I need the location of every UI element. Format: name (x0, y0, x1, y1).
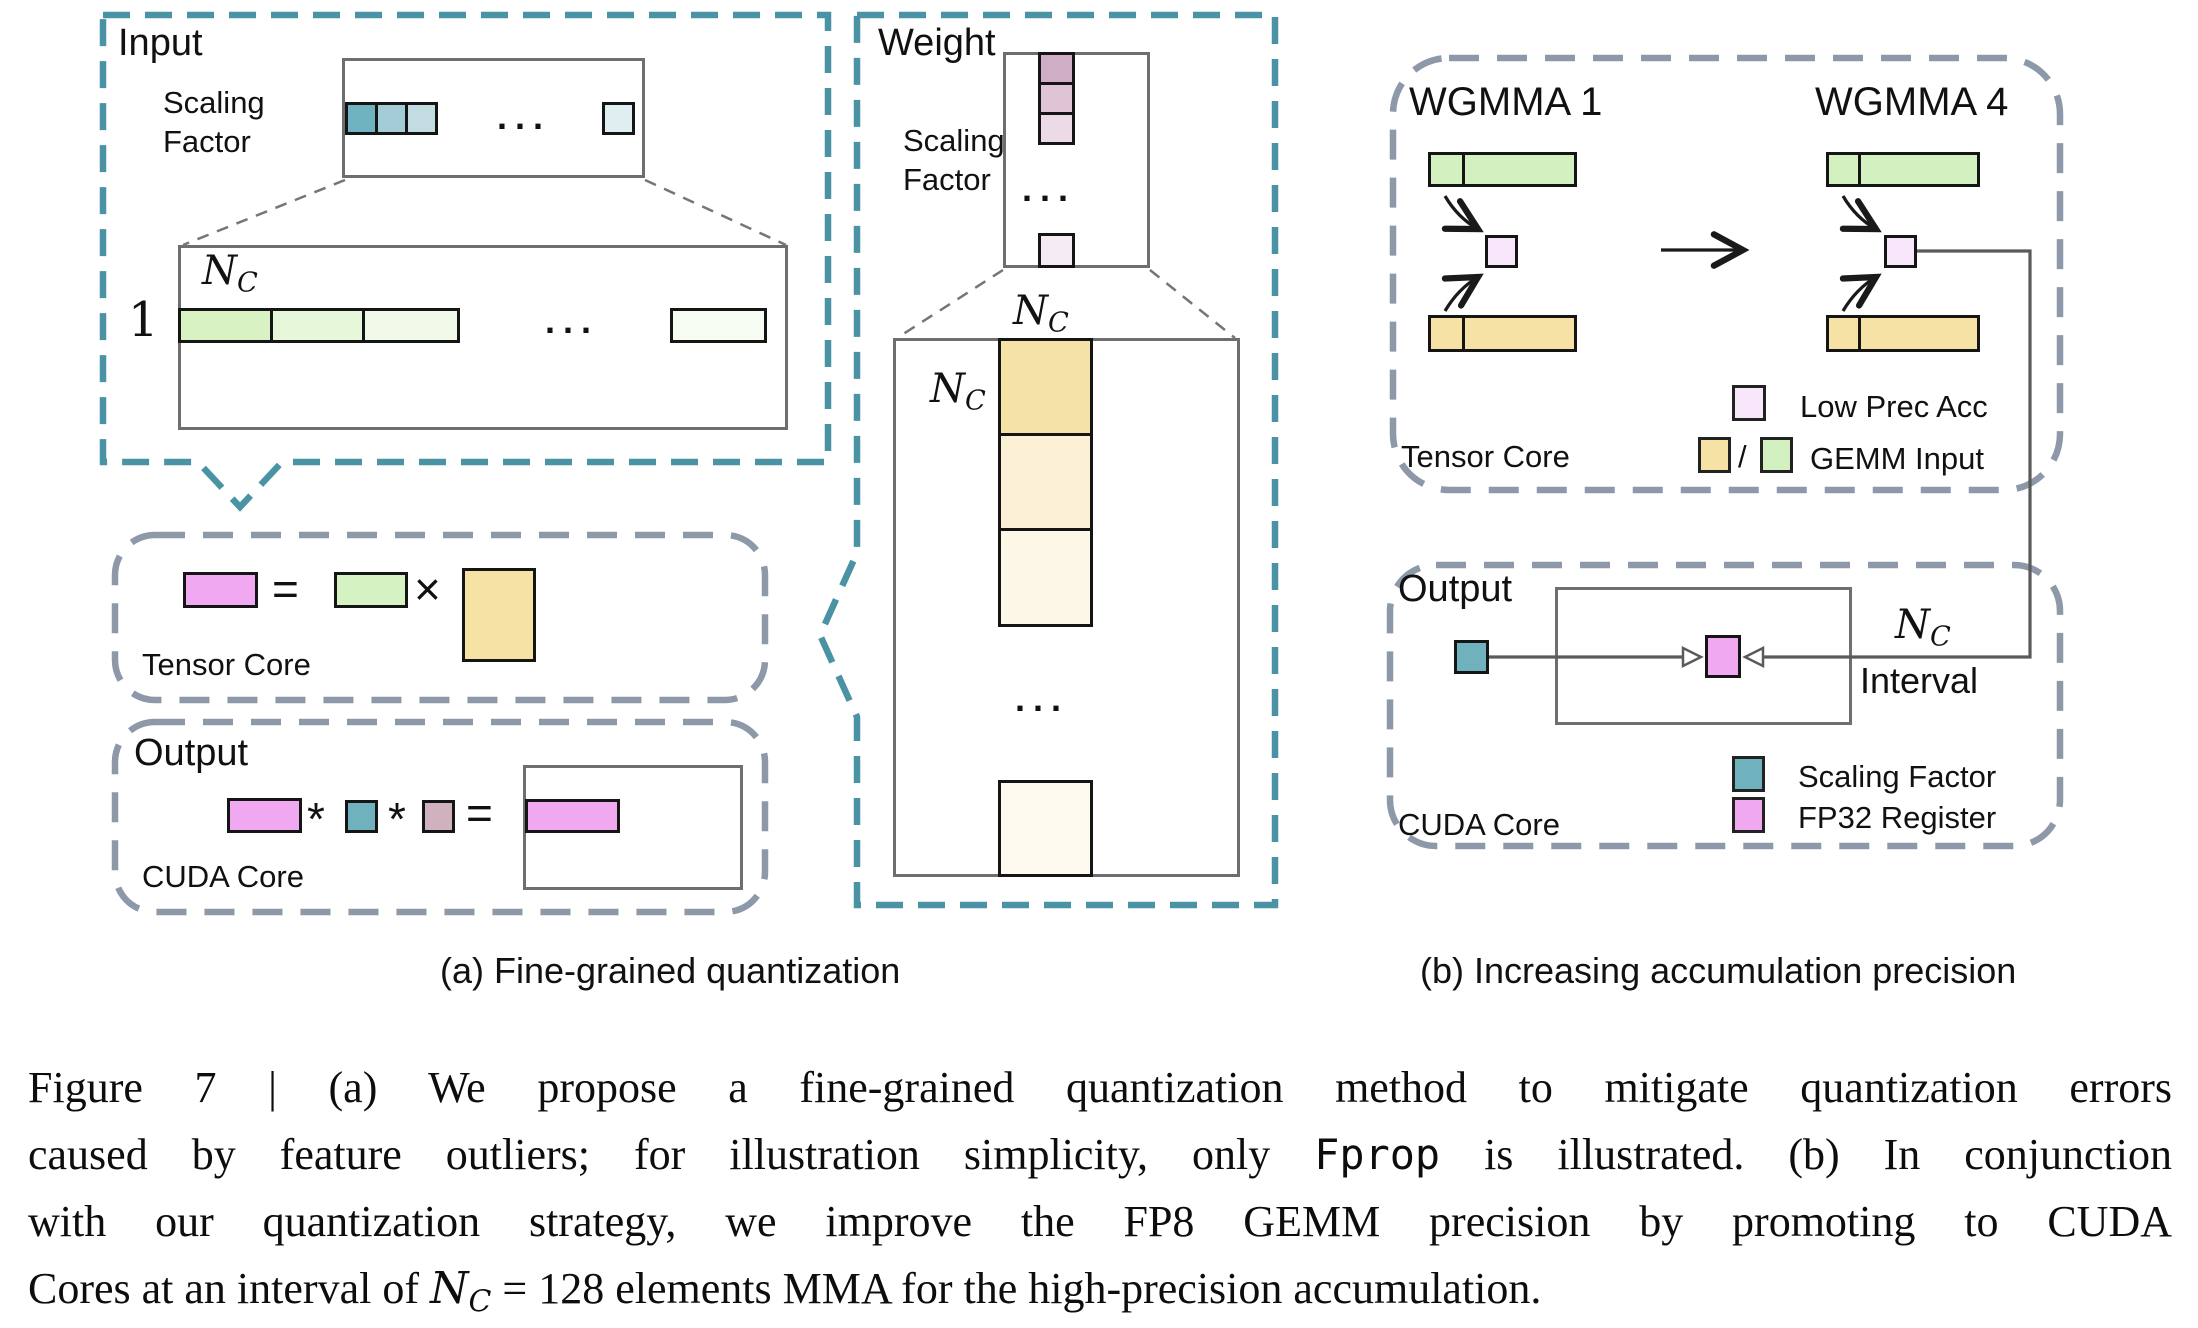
tensor-b-label: Tensor Core (1401, 439, 1570, 474)
wgmma1-title: WGMMA 1 (1409, 80, 1603, 124)
output-a-weight-scale-sq (422, 800, 455, 833)
weight-scaling-factor-label: Scaling Factor (903, 123, 1005, 197)
wgmma4-title: WGMMA 4 (1815, 80, 2009, 124)
output-b-nc-label: NC (1895, 602, 1951, 653)
figure-caption-line-1: Figure 7 | (a) We propose a fine-grained… (28, 1063, 2172, 1112)
input-row-cell-1 (178, 308, 273, 343)
cuda-b-label: CUDA Core (1398, 807, 1560, 842)
legend-fp32-register-swatch (1732, 797, 1765, 833)
weight-sf-cell-2 (1038, 82, 1075, 115)
weight-nc-left-label: NC (930, 366, 986, 417)
tensor-a-equals: = (272, 563, 299, 615)
output-b-matrix (1555, 587, 1852, 725)
subcaption-a: (a) Fine-grained quantization (440, 950, 901, 991)
wgmma4-gemm-input-bottom (1826, 315, 1980, 352)
wgmma1-low-prec-acc-sq (1485, 235, 1518, 268)
input-leader-right (644, 178, 787, 247)
wgmma1-arrow-bottom (1441, 273, 1484, 312)
weight-col-ellipsis: ... (1015, 678, 1070, 719)
legend-fp32-register-label: FP32 Register (1798, 800, 1997, 835)
legend-scaling-factor-swatch (1732, 756, 1765, 792)
weight-sf-ellipsis: ... (1022, 168, 1077, 209)
tensor-a-input-rect (334, 572, 408, 608)
tensor-a-label: Tensor Core (142, 647, 311, 682)
output-a-result-rect (525, 799, 620, 833)
legend-low-prec-acc-swatch (1732, 385, 1766, 421)
weight-col-cell-last (998, 780, 1093, 877)
input-row-ellipsis: ... (545, 300, 600, 341)
figure-caption-line-3: with our quantization strategy, we impro… (28, 1197, 2172, 1246)
input-row-cell-3 (362, 308, 460, 343)
cell-divider (1858, 155, 1861, 184)
weight-sf-cell-last (1038, 233, 1075, 268)
tensor-a-times: × (414, 563, 441, 615)
input-row-cell-2 (270, 308, 365, 343)
weight-nc-top-label: NC (1013, 288, 1069, 339)
wgmma4-arrow-top (1839, 195, 1882, 233)
legend-gemm-yellow-swatch (1698, 437, 1731, 473)
input-nc-label: NC (202, 248, 258, 299)
legend-gemm-input-label: GEMM Input (1810, 441, 1984, 476)
wgmma4-gemm-input-top (1826, 152, 1980, 187)
wgmma4-arrow-bottom (1839, 273, 1882, 312)
input-sf-cell-2 (375, 102, 408, 135)
weight-leader-left (896, 268, 1004, 340)
input-leader-left (182, 178, 346, 247)
weight-sf-cell-3 (1038, 112, 1075, 145)
output-b-fp32-register-sq (1705, 635, 1741, 678)
input-sf-ellipsis: ... (497, 96, 552, 137)
output-a-acc-rect (227, 798, 302, 833)
cuda-a-label: CUDA Core (142, 859, 304, 894)
cell-divider (1858, 318, 1861, 349)
input-sf-cell-last (602, 102, 635, 135)
tensor-a-weight-rect (462, 568, 536, 662)
output-a-equals: = (466, 787, 493, 839)
weight-title: Weight (878, 22, 996, 64)
weight-col-cell-3 (998, 528, 1093, 627)
output-b-interval-label: Interval (1860, 660, 1979, 701)
output-a-input-scale-sq (345, 800, 378, 833)
weight-col-cell-1 (998, 338, 1093, 436)
legend-slash: / (1738, 439, 1747, 474)
weight-sf-cell-1 (1038, 52, 1075, 85)
cell-divider (1462, 318, 1465, 349)
input-scaling-factor-label: Scaling Factor (163, 85, 265, 159)
wgmma1-gemm-input-bottom (1428, 315, 1577, 352)
legend-low-prec-acc-label: Low Prec Acc (1800, 389, 1988, 424)
tensor-a-result-rect (183, 572, 258, 608)
output-a-star-2: * (388, 793, 406, 845)
subcaption-b: (b) Increasing accumulation precision (1420, 950, 2017, 991)
figure-caption-line-2: caused by feature outliers; for illustra… (28, 1130, 2173, 1179)
input-sf-cell-3 (405, 102, 438, 135)
output-b-title: Output (1398, 568, 1513, 610)
output-a-star-1: * (307, 793, 325, 845)
wgmma1-arrow-top (1441, 195, 1484, 233)
input-sf-cell-1 (345, 102, 378, 135)
legend-scaling-factor-label: Scaling Factor (1798, 759, 1997, 794)
input-row-index: 1 (128, 292, 159, 348)
figure-caption-line-4: Cores at an interval of NC = 128 element… (28, 1263, 1542, 1320)
input-title: Input (118, 22, 203, 64)
output-b-scaling-sq (1454, 640, 1489, 674)
cell-divider (1462, 155, 1465, 184)
weight-leader-right (1149, 269, 1236, 339)
wgmma4-low-prec-acc-sq (1884, 235, 1917, 268)
weight-col-cell-2 (998, 433, 1093, 531)
output-a-title: Output (134, 732, 249, 774)
input-row-cell-last (670, 308, 767, 343)
wgmma1-gemm-input-top (1428, 152, 1577, 187)
legend-gemm-green-swatch (1760, 437, 1793, 473)
